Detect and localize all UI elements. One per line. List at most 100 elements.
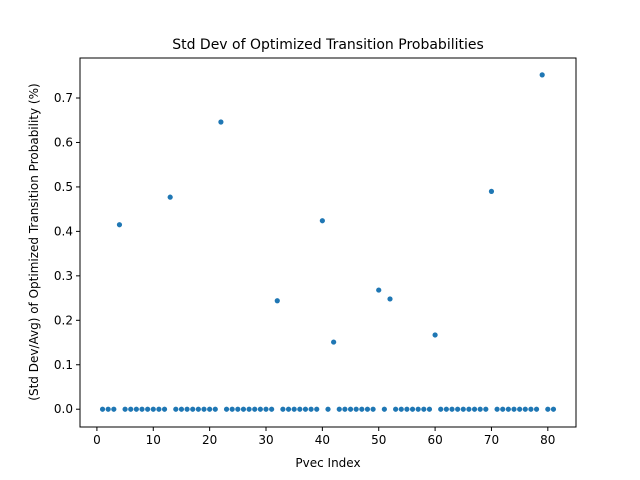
data-point [122, 406, 128, 412]
data-point [280, 406, 286, 412]
data-point [364, 406, 371, 412]
data-point [528, 406, 534, 412]
y-tick-label: 0.3 [54, 269, 73, 283]
data-point [550, 406, 557, 412]
data-point [257, 406, 263, 412]
data-point [218, 119, 224, 125]
data-point [477, 406, 483, 412]
x-tick-label: 70 [484, 433, 499, 447]
y-tick-label: 0.7 [54, 91, 73, 105]
data-point [539, 72, 545, 78]
x-tick-label: 40 [315, 433, 330, 447]
data-point [376, 287, 382, 293]
x-axis: 0 10 20 30 40 50 60 70 80 [93, 427, 555, 447]
data-point [517, 406, 523, 412]
data-point [370, 406, 376, 412]
data-point [173, 406, 179, 412]
data-point [381, 406, 387, 412]
data-point [466, 406, 472, 412]
y-tick-label: 0.0 [54, 402, 73, 416]
y-axis: 0.0 0.1 0.2 0.3 0.4 0.5 0.6 0.7 [54, 91, 80, 416]
data-point [426, 406, 433, 412]
data-point [111, 406, 117, 412]
plot-frame [79, 57, 577, 428]
chart-title: Std Dev of Optimized Transition Probabil… [172, 37, 484, 53]
data-point [460, 406, 466, 412]
data-point [184, 406, 190, 412]
data-point [223, 406, 230, 412]
data-point [229, 406, 235, 412]
data-point [308, 406, 314, 412]
data-point [449, 406, 455, 412]
x-tick-label: 30 [258, 433, 273, 447]
data-point [432, 332, 438, 338]
x-tick-label: 10 [146, 433, 161, 447]
data-point [156, 406, 162, 412]
data-point [443, 406, 449, 412]
y-axis-label: (Std Dev/Avg) of Optimized Transition Pr… [27, 83, 41, 400]
data-point [415, 406, 421, 412]
data-point [105, 406, 111, 412]
x-tick-label: 50 [371, 433, 386, 447]
data-point [201, 406, 207, 412]
data-point [455, 406, 461, 412]
data-point [246, 406, 252, 412]
data-point [398, 406, 404, 412]
data-point [511, 406, 517, 412]
data-point [409, 406, 416, 412]
data-point [274, 298, 280, 304]
data-point [235, 406, 241, 412]
x-tick-label: 20 [202, 433, 217, 447]
data-point [522, 406, 528, 412]
data-point [331, 339, 337, 345]
data-point [438, 406, 444, 412]
data-point [347, 406, 354, 412]
data-point [207, 406, 213, 412]
data-point [314, 406, 320, 412]
x-tick-label: 0 [93, 433, 101, 447]
data-point [116, 222, 123, 228]
data-point [240, 406, 247, 412]
y-tick-label: 0.5 [54, 180, 73, 194]
data-point [269, 406, 275, 412]
data-point [252, 406, 258, 412]
data-point [359, 406, 365, 412]
data-point [263, 406, 269, 412]
y-tick-label: 0.1 [54, 358, 73, 372]
data-point [291, 406, 297, 412]
data-point [488, 188, 495, 194]
data-point [319, 218, 325, 224]
data-point [161, 406, 168, 412]
data-point [533, 406, 540, 412]
x-tick-label: 60 [427, 433, 442, 447]
y-tick-label: 0.4 [54, 224, 73, 238]
data-point [404, 406, 410, 412]
data-point [325, 406, 331, 412]
data-point [190, 406, 196, 412]
data-point [139, 406, 145, 412]
data-point [128, 406, 134, 412]
data-point [353, 406, 359, 412]
y-tick-label: 0.6 [54, 135, 73, 149]
data-point [150, 406, 156, 412]
data-point [178, 406, 185, 412]
data-point [342, 406, 348, 412]
data-point [387, 296, 393, 302]
data-point [483, 406, 489, 412]
x-tick-label: 80 [540, 433, 555, 447]
data-point [167, 194, 173, 200]
y-tick-label: 0.2 [54, 313, 73, 327]
data-point [471, 406, 478, 412]
data-point [421, 406, 427, 412]
data-point [494, 406, 500, 412]
data-point [302, 406, 309, 412]
data-points [99, 72, 557, 412]
data-point [505, 406, 511, 412]
data-point [212, 406, 218, 412]
data-point [195, 406, 201, 412]
data-point [133, 406, 139, 412]
data-point [500, 406, 506, 412]
x-axis-label: Pvec Index [295, 456, 360, 470]
data-point [99, 406, 106, 412]
